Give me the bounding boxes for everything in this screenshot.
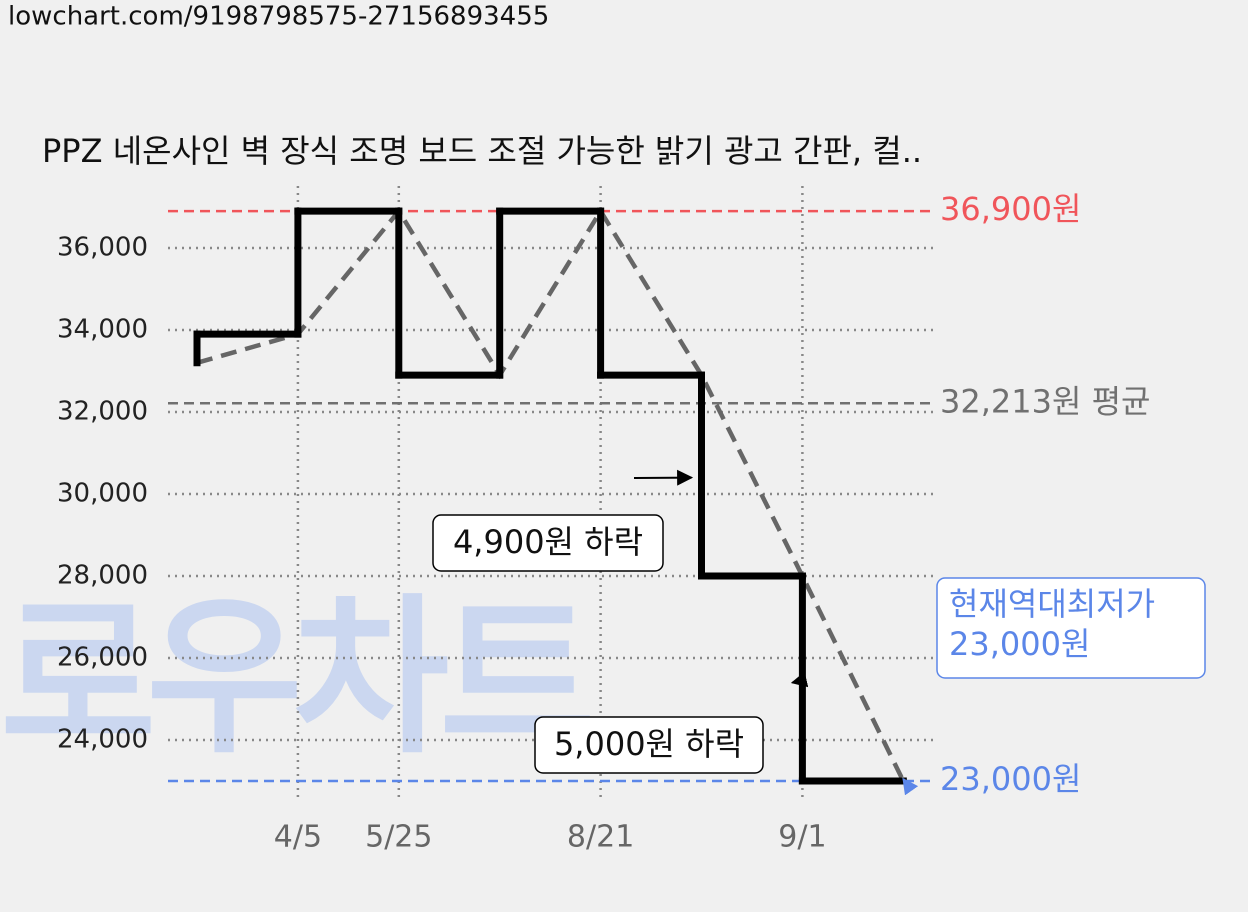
series <box>193 206 907 785</box>
watermark: 로우차트 <box>0 579 590 777</box>
y-tick-label: 30,000 <box>57 479 148 509</box>
trend-line <box>196 206 906 782</box>
y-tick-label: 24,000 <box>57 725 148 755</box>
annotation-arrow <box>790 671 809 688</box>
annotation-box <box>432 514 664 572</box>
x-tick-label: 9/1 <box>778 820 826 855</box>
y-tick-label: 36,000 <box>57 233 148 263</box>
annotation-text: 23,000원 <box>949 625 1090 663</box>
x-tick-label: 5/25 <box>365 820 432 855</box>
annotation-box <box>936 577 1206 679</box>
x-tick-label: 4/5 <box>274 820 322 855</box>
reference-label: 23,000원 <box>940 760 1081 798</box>
annotation-box <box>534 716 764 774</box>
header-url: lowchart.com/9198798575-27156893455 <box>8 2 549 32</box>
y-tick-label: 26,000 <box>57 643 148 673</box>
annotation-text: 4,900원 하락 <box>453 523 643 561</box>
reference-label: 32,213원 평균 <box>940 382 1150 420</box>
y-tick-label: 34,000 <box>57 315 148 345</box>
y-tick-label: 28,000 <box>57 561 148 591</box>
annotation-text: 현재역대최저가 <box>949 585 1155 623</box>
y-tick-label: 32,000 <box>57 397 148 427</box>
annotation-arrow <box>902 777 919 796</box>
x-tick-label: 8/21 <box>567 820 634 855</box>
annotation-text: 5,000원 하락 <box>554 725 744 763</box>
reference-label: 36,900원 <box>940 190 1081 228</box>
chart-title: PPZ 네온사인 벽 장식 조명 보드 조절 가능한 밝기 광고 간판, 컬.. <box>42 132 922 170</box>
